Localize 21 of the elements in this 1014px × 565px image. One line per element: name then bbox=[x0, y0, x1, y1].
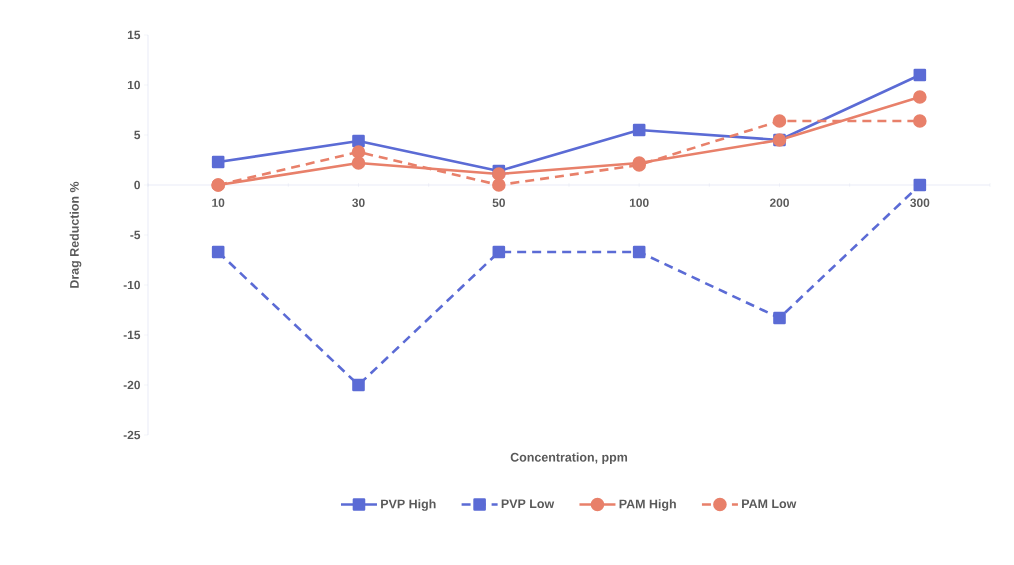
y-tick-label: -20 bbox=[123, 380, 140, 390]
y-tick-label: 15 bbox=[127, 30, 141, 40]
legend-label: PVP High bbox=[381, 499, 436, 511]
legend-label: PVP Low bbox=[501, 499, 555, 509]
x-tick-label: 30 bbox=[352, 198, 365, 208]
y-tick-label: -25 bbox=[123, 430, 141, 440]
x-axis-title: Concentration, ppm bbox=[510, 452, 628, 465]
y-tick-label: -10 bbox=[123, 280, 140, 290]
legend-label: PAM Low bbox=[742, 499, 797, 509]
y-tick-label: 10 bbox=[127, 80, 140, 90]
y-axis-title: Drag Reduction % bbox=[69, 181, 82, 288]
y-tick-label: 0 bbox=[134, 180, 140, 190]
y-tick-label: -15 bbox=[123, 330, 141, 340]
x-tick-label: 200 bbox=[769, 198, 789, 207]
x-tick-label: 300 bbox=[910, 198, 930, 208]
x-tick-label: 10 bbox=[212, 198, 225, 207]
y-tick-label: 5 bbox=[134, 130, 141, 140]
x-tick-label: 100 bbox=[629, 198, 649, 207]
x-tick-label: 50 bbox=[492, 198, 505, 207]
legend-label: PAM High bbox=[619, 499, 676, 511]
y-tick-label: -5 bbox=[130, 230, 141, 240]
